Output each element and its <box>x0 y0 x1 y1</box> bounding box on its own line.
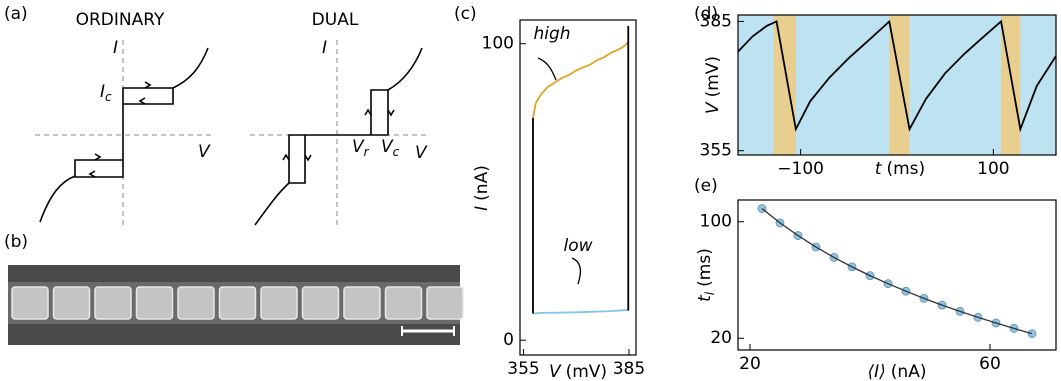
chart: 20 60 20 100 <box>700 200 1056 374</box>
i-axis-label: I <box>322 38 327 58</box>
sem-square <box>220 287 256 319</box>
v-axis-label: V <box>198 142 211 162</box>
sem-square <box>303 287 339 319</box>
axis-unit: (mV) <box>566 362 607 381</box>
sem-square <box>344 287 380 319</box>
annotation: low <box>563 236 592 256</box>
y-tick-label: 100 <box>482 34 514 54</box>
schematic-ordinary: ORDINARY I V Ic <box>35 10 215 226</box>
y-tick-label: 385 <box>700 11 732 31</box>
axis-symbol: I <box>472 206 492 211</box>
axis-unit: (ms) <box>886 159 925 179</box>
axis-label: t(ms) <box>875 159 925 179</box>
fit-line <box>762 209 1032 334</box>
sem-square <box>261 287 297 319</box>
axis-label: V (mV) <box>703 56 723 114</box>
annotation: high <box>533 24 570 44</box>
x-tick-label: 20 <box>739 354 761 374</box>
v-axis-label: V <box>415 143 428 163</box>
x-tick-label: 100 <box>977 159 1009 179</box>
x-tick-label: −100 <box>777 159 824 179</box>
panel-label: (b) <box>4 232 28 252</box>
axis-symbol: V <box>703 101 723 114</box>
schematic-dual: DUAL I V Vr Vc <box>250 10 430 226</box>
panel-label: (e) <box>694 176 718 196</box>
sem-square <box>12 287 48 319</box>
annotation-arrow <box>538 58 556 80</box>
axis-label: V(mV) <box>549 362 607 381</box>
data-line <box>533 310 628 314</box>
arrows <box>90 82 150 177</box>
panel-label: (c) <box>454 4 477 24</box>
y-tick-label: 100 <box>700 212 732 232</box>
i-axis-label: I <box>113 38 118 58</box>
plot-frame <box>738 200 1056 350</box>
schematic-title: ORDINARY <box>76 10 165 30</box>
sem-square <box>386 287 422 319</box>
axis-label: I (nA) <box>472 165 492 211</box>
annotation-arrow <box>572 258 580 284</box>
shaded-span <box>774 15 796 155</box>
ic-label: Ic <box>100 82 112 104</box>
chart: −100 100 355 385 <box>700 11 1056 179</box>
y-tick-label: 355 <box>700 141 732 161</box>
sem-square <box>95 287 131 319</box>
y-tick-label: 20 <box>710 328 732 348</box>
schematic-title: DUAL <box>312 10 359 30</box>
sem-square <box>178 287 214 319</box>
axis-unit: (nA) <box>472 165 492 201</box>
axis-label: ⟨I⟩ (nA) <box>868 362 927 381</box>
vc-label: Vc <box>381 137 400 159</box>
sem-square <box>137 287 173 319</box>
axis-symbol: V <box>549 362 562 381</box>
sem-square <box>54 287 90 319</box>
axis-unit: (ms) <box>695 248 715 287</box>
sem-square <box>427 287 463 319</box>
x-tick-label: 355 <box>507 359 539 379</box>
vr-label: Vr <box>352 137 370 159</box>
axis-symbol: ⟨I⟩ <box>868 362 886 381</box>
axis-unit: (mV) <box>703 56 723 97</box>
figure: ORDINARY I V Ic DUAL I V Vr Vc (a) (b) (… <box>0 0 1061 381</box>
x-tick-label: 60 <box>979 354 1001 374</box>
panel-label: (a) <box>4 4 28 24</box>
axis-unit: (nA) <box>891 362 927 381</box>
iv-curve <box>255 48 422 225</box>
y-tick-label: 0 <box>503 330 514 350</box>
axis-label: tl(ms) <box>695 248 717 302</box>
data-line <box>533 42 628 118</box>
x-tick-label: 385 <box>613 359 645 379</box>
chart: 355 385 0 100 high low <box>482 20 646 379</box>
plot-area <box>758 205 1036 338</box>
sem-image <box>8 265 463 345</box>
axis-subscript: l <box>703 291 717 295</box>
axis-symbol: t <box>875 159 883 179</box>
